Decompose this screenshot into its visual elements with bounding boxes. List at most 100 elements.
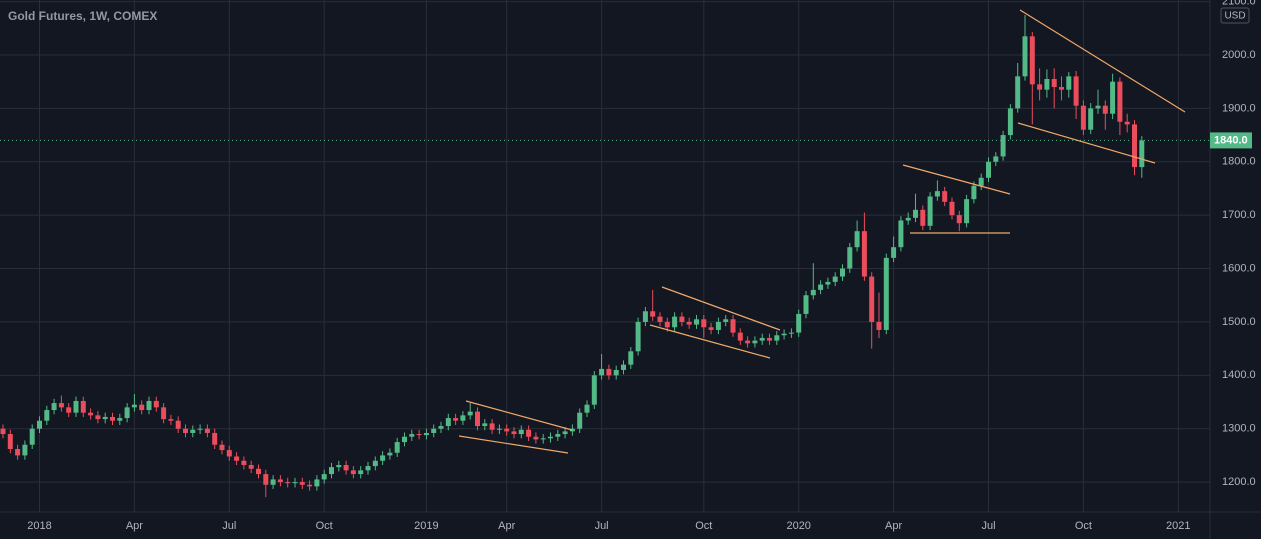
- candle-body: [37, 420, 42, 429]
- candle-body: [701, 319, 707, 328]
- y-tick-label: 1300.0: [1222, 423, 1256, 435]
- candle-body: [569, 428, 575, 432]
- candle-body: [496, 428, 502, 430]
- candle-body: [277, 479, 283, 483]
- x-tick-label: Apr: [885, 520, 902, 532]
- candle-body: [1044, 79, 1050, 90]
- candle-body: [292, 482, 298, 484]
- candle-body: [1110, 81, 1116, 114]
- candle-body: [131, 404, 137, 408]
- candle-body: [343, 465, 349, 471]
- candle-body: [453, 418, 459, 421]
- trendline: [1017, 122, 1156, 164]
- y-tick-label: 1600.0: [1222, 262, 1256, 274]
- candle-body: [708, 327, 714, 330]
- candles: [0, 14, 1145, 498]
- x-tick-label: Apr: [126, 520, 143, 532]
- candle-body: [58, 403, 64, 408]
- candle-body: [212, 432, 218, 445]
- candle-body: [788, 332, 794, 334]
- candle-body: [759, 337, 765, 341]
- x-tick-label: Oct: [316, 520, 333, 532]
- candle-body: [80, 400, 86, 413]
- candle-body: [358, 470, 364, 475]
- candle-body: [781, 333, 787, 336]
- candle-body: [686, 321, 692, 325]
- candle-body: [124, 407, 130, 419]
- candle-body: [1059, 87, 1064, 90]
- candle-body: [803, 295, 809, 314]
- candle-body: [869, 276, 875, 322]
- candle-body: [263, 474, 269, 485]
- candle-body: [117, 418, 123, 421]
- candle-body: [1051, 79, 1057, 88]
- candle-body: [818, 284, 824, 290]
- candle-body: [920, 209, 926, 226]
- candle-body: [956, 215, 962, 224]
- candle-body: [102, 416, 108, 420]
- candle-body: [321, 474, 327, 480]
- candle-body: [15, 449, 21, 456]
- candle-body: [1037, 84, 1043, 90]
- candle-body: [1029, 36, 1035, 85]
- candle-body: [825, 281, 831, 285]
- y-tick-label: 1800.0: [1222, 156, 1256, 168]
- candle-body: [540, 438, 546, 440]
- candle-body: [314, 479, 320, 487]
- y-tick-label: 1500.0: [1222, 316, 1256, 328]
- y-tick-label: 1400.0: [1222, 369, 1256, 381]
- candle-body: [475, 411, 480, 427]
- candle-body: [774, 335, 780, 341]
- x-tick-label: 2019: [414, 520, 438, 532]
- axis-labels: 1200.0 1300.0 1400.0 1500.0 1600.0 1700.0 1800…: [27, 0, 1255, 532]
- candle-body: [95, 415, 101, 420]
- x-tick-label: Jul: [981, 520, 995, 532]
- candle-body: [876, 321, 882, 330]
- x-tick-label: 2021: [1166, 520, 1190, 532]
- candle-body: [73, 400, 79, 413]
- candle-body: [445, 418, 451, 427]
- candle-body: [518, 429, 524, 435]
- candle-body: [190, 429, 196, 433]
- candle-body: [146, 400, 152, 411]
- candle-body: [533, 436, 539, 440]
- candle-body: [650, 311, 656, 317]
- candle-body: [672, 316, 678, 328]
- candle-body: [44, 410, 50, 421]
- candle-body: [66, 407, 72, 413]
- x-tick-label: Apr: [498, 520, 515, 532]
- candle-body: [1139, 140, 1145, 168]
- candle-body: [949, 201, 955, 216]
- candle-body: [1022, 36, 1028, 77]
- candle-body: [511, 431, 517, 435]
- candle-body: [898, 220, 904, 248]
- candle-body: [694, 319, 699, 325]
- trendline: [458, 435, 569, 454]
- candle-body: [241, 460, 247, 466]
- candle-body: [22, 444, 28, 456]
- candle-body: [153, 400, 159, 408]
- trendline: [661, 286, 781, 331]
- candle-body: [219, 444, 225, 451]
- candle-body: [730, 319, 736, 333]
- candle-body: [139, 404, 145, 411]
- candle-body: [394, 442, 400, 453]
- trendlines: [458, 9, 1186, 454]
- candle-body: [810, 289, 816, 296]
- grid-layer: [0, 0, 1210, 512]
- trendline: [465, 400, 573, 431]
- candle-body: [504, 428, 510, 432]
- candle-body: [234, 456, 240, 461]
- candle-body: [934, 191, 940, 197]
- y-tick-label: 2100.0: [1222, 0, 1256, 8]
- candle-body: [745, 340, 751, 344]
- candle-body: [986, 161, 991, 178]
- candle-body: [1124, 121, 1130, 125]
- candle-body: [423, 432, 429, 436]
- trendline: [649, 324, 771, 359]
- trendline: [902, 164, 1011, 195]
- candle-body: [642, 311, 648, 322]
- candle-body: [599, 368, 605, 376]
